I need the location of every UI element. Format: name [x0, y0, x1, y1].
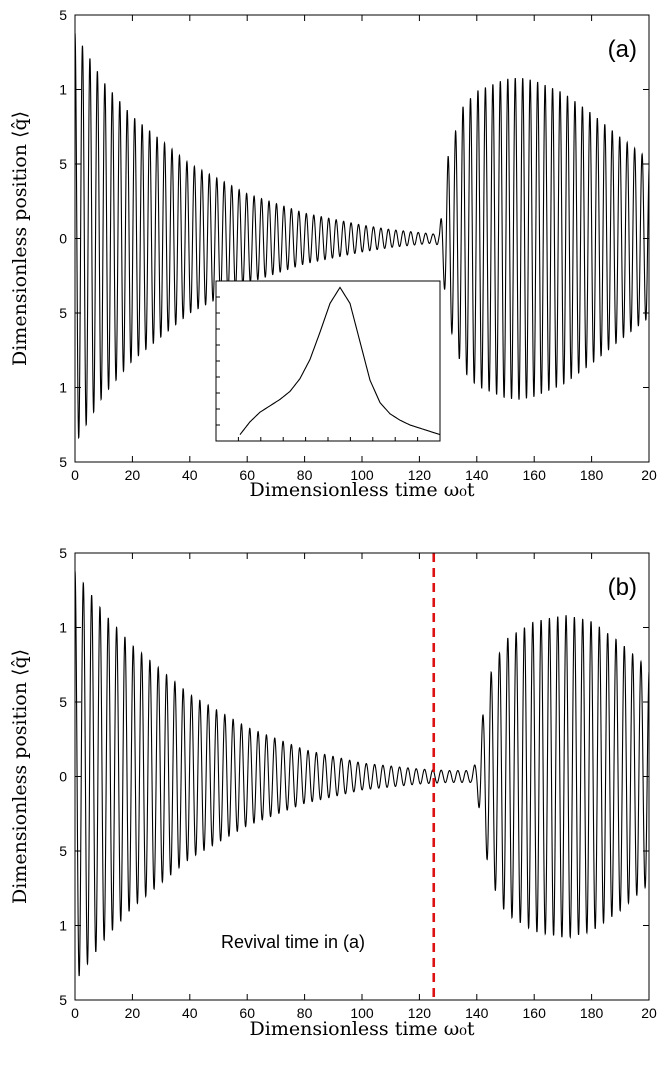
x-tick-label: 120 [408, 1005, 432, 1021]
x-tick-label: 60 [239, 1005, 255, 1021]
inset-plot [215, 280, 441, 442]
x-tick-label: 160 [523, 1005, 547, 1021]
x-tick-label: 40 [182, 467, 198, 483]
x-tick-label: 20 [641, 467, 657, 483]
y-tick-label: 1 [59, 82, 67, 98]
x-tick-label: 20 [125, 467, 141, 483]
series-line-0 [75, 570, 649, 977]
x-tick-label: 100 [350, 467, 374, 483]
x-tick-label: 120 [408, 467, 432, 483]
panel-a: 0 20 40 60 80 100 120 140 160 180 205150515Dimensi… [9, 7, 657, 501]
y-tick-label: 5 [59, 694, 67, 710]
x-tick-label: 140 [465, 1005, 489, 1021]
x-tick-label: 140 [465, 467, 489, 483]
y-tick-label: 1 [59, 380, 67, 396]
x-tick-label: 100 [350, 1005, 374, 1021]
x-axis-title: Dimensionless time ω₀t [250, 1018, 475, 1040]
y-tick-label: 1 [59, 620, 67, 636]
y-tick-label: 5 [59, 454, 67, 470]
x-tick-label: 80 [297, 1005, 313, 1021]
x-tick-label: 0 [71, 1005, 79, 1021]
x-tick-label: 20 [125, 1005, 141, 1021]
x-tick-label: 0 [71, 467, 79, 483]
x-tick-label: 160 [523, 467, 547, 483]
y-tick-label: 5 [59, 305, 67, 321]
inset-frame [215, 280, 441, 442]
inset-curve [239, 286, 441, 436]
y-tick-label: 5 [59, 545, 67, 561]
y-tick-label: 5 [59, 156, 67, 172]
x-tick-label: 60 [239, 467, 255, 483]
y-axis-title: Dimensionless position ⟨q̂⟩ [9, 649, 31, 904]
x-tick-label: 80 [297, 467, 313, 483]
panel-label: (a) [608, 36, 637, 63]
x-tick-label: 180 [580, 467, 604, 483]
y-tick-label: 5 [59, 992, 67, 1008]
x-tick-label: 20 [641, 1005, 657, 1021]
x-tick-label: 40 [182, 1005, 198, 1021]
y-tick-label: 5 [59, 7, 67, 23]
y-axis-title: Dimensionless position ⟨q̂⟩ [9, 111, 31, 366]
y-tick-label: 5 [59, 843, 67, 859]
y-tick-label: 0 [59, 769, 67, 785]
panel-label: (b) [608, 574, 637, 601]
series-line-0 [75, 32, 649, 440]
x-tick-label: 180 [580, 1005, 604, 1021]
y-tick-label: 0 [59, 231, 67, 247]
x-axis-title: Dimensionless time ω₀t [250, 479, 475, 501]
y-tick-label: 1 [59, 918, 67, 934]
revival-time-annotation: Revival time in (a) [221, 932, 365, 952]
panel-b: Revival time in (a)0 20 40 60 80 100 120 140 160… [9, 545, 657, 1040]
